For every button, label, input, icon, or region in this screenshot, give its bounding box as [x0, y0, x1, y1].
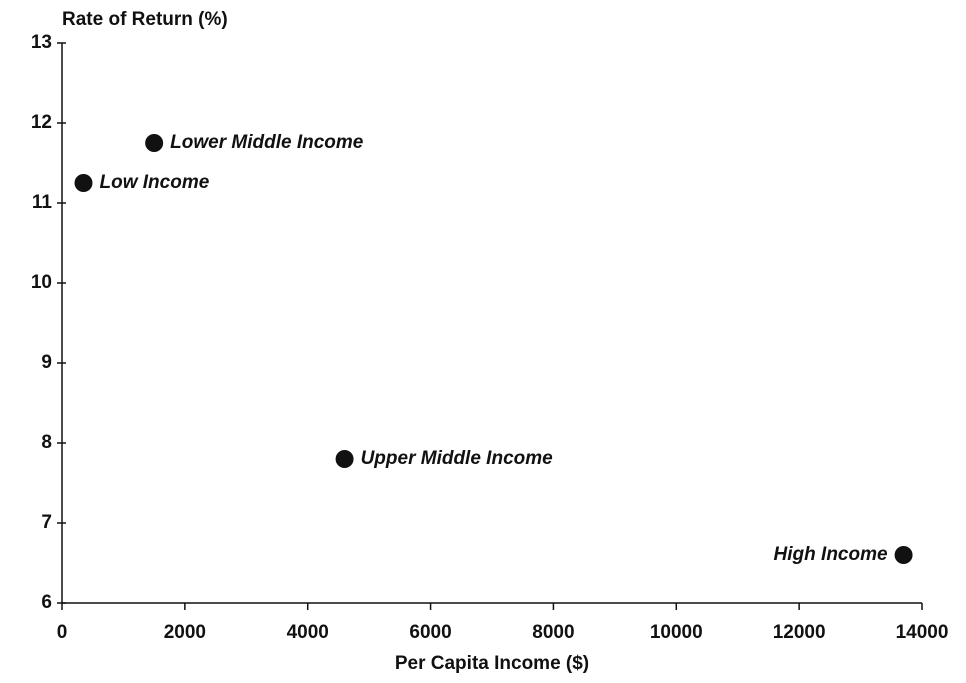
x-axis-label: Per Capita Income ($) — [395, 653, 589, 674]
y-tick-label: 13 — [31, 32, 52, 53]
y-tick-label: 7 — [41, 512, 52, 533]
y-tick-label: 6 — [41, 592, 52, 613]
x-tick-label: 0 — [57, 622, 68, 643]
y-tick-label: 9 — [41, 352, 52, 373]
x-tick-label: 10000 — [650, 622, 703, 643]
point-label: High Income — [774, 544, 888, 565]
point-label: Low Income — [100, 172, 210, 193]
point-label: Upper Middle Income — [361, 448, 554, 469]
point — [335, 450, 354, 468]
point-label: Lower Middle Income — [170, 132, 364, 153]
y-tick-label: 12 — [31, 112, 52, 133]
y-tick-label: 11 — [32, 192, 53, 213]
x-tick-label: 12000 — [773, 622, 826, 643]
x-tick-label: 8000 — [532, 622, 574, 643]
point — [74, 174, 93, 192]
point — [894, 546, 913, 564]
x-tick-label: 14000 — [896, 622, 949, 643]
x-tick-label: 2000 — [164, 622, 206, 643]
x-tick-label: 6000 — [409, 622, 451, 643]
x-tick-label: 4000 — [287, 622, 329, 643]
point — [145, 134, 164, 152]
y-tick-label: 10 — [31, 272, 52, 293]
y-axis-label: Rate of Return (%) — [62, 9, 228, 30]
y-tick-label: 8 — [41, 432, 52, 453]
